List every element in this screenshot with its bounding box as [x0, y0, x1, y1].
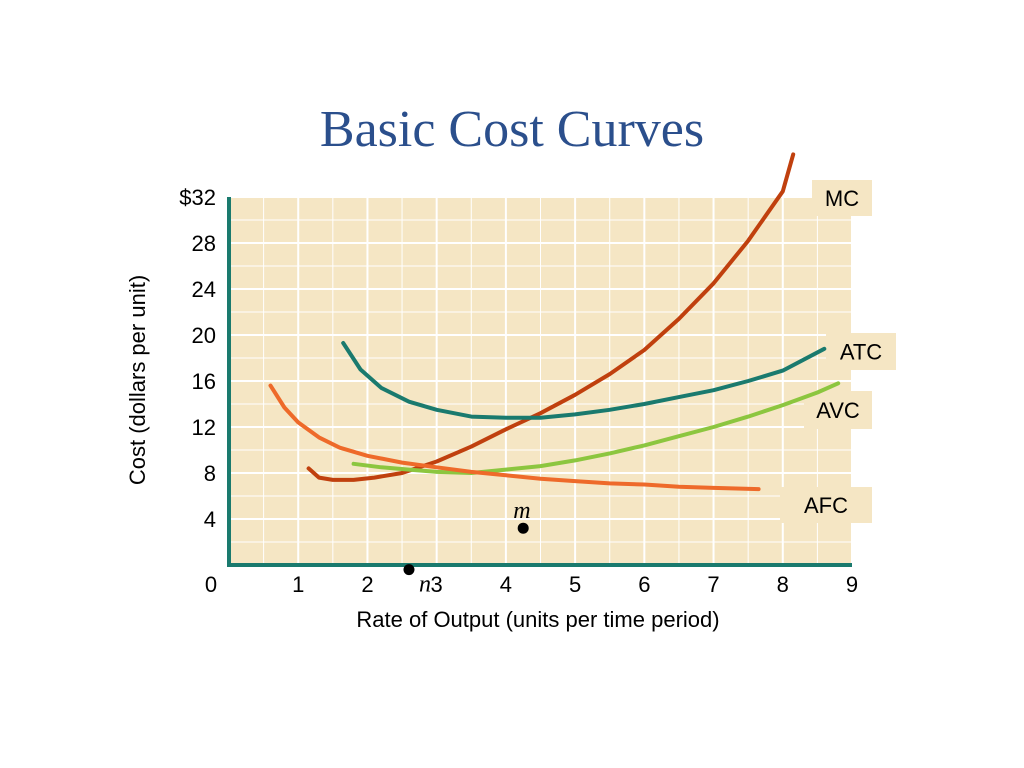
- x-tick-label: 2: [361, 572, 373, 597]
- curve-label-box-mc: [812, 180, 872, 216]
- curve-label-avc: AVC: [816, 398, 860, 423]
- curve-label-box-atc: [826, 333, 896, 370]
- point-m: [517, 522, 529, 534]
- x-tick-label: 4: [500, 572, 512, 597]
- point-label-n: n: [419, 572, 431, 598]
- x-tick-label: 9: [846, 572, 858, 597]
- curve-atc: [341, 341, 827, 420]
- x-tick-label: 8: [777, 572, 789, 597]
- point-n: [403, 564, 415, 576]
- y-tick-label: 24: [192, 277, 216, 302]
- point-label-m: m: [513, 498, 530, 524]
- x-axis-label: Rate of Output (units per time period): [356, 607, 719, 632]
- curve-afc: [268, 383, 761, 492]
- curve-label-atc: ATC: [840, 340, 882, 365]
- x-tick-label: 7: [707, 572, 719, 597]
- y-tick-label: 4: [204, 507, 216, 532]
- curve-label-box-afc: [780, 487, 872, 523]
- slide-title: Basic Cost Curves: [319, 101, 705, 158]
- y-axis-label: Cost (dollars per unit): [125, 275, 150, 485]
- curve-mc: [306, 152, 796, 482]
- curve-label-mc: MC: [825, 186, 859, 211]
- x-tick-label: 6: [638, 572, 650, 597]
- x-tick-label: 0: [205, 572, 217, 597]
- y-tick-label: 12: [192, 415, 216, 440]
- y-tick-label: 16: [192, 369, 216, 394]
- y-tick-label: $32: [179, 185, 216, 210]
- curve-label-afc: AFC: [804, 493, 848, 518]
- y-tick-label: 8: [204, 461, 216, 486]
- curve-avc: [351, 381, 841, 475]
- y-tick-label: 20: [192, 323, 216, 348]
- x-tick-label: 3: [431, 572, 443, 597]
- curve-label-box-avc: [804, 391, 872, 429]
- y-tick-label: 28: [192, 231, 216, 256]
- x-tick-label: 5: [569, 572, 581, 597]
- x-tick-label: 1: [292, 572, 304, 597]
